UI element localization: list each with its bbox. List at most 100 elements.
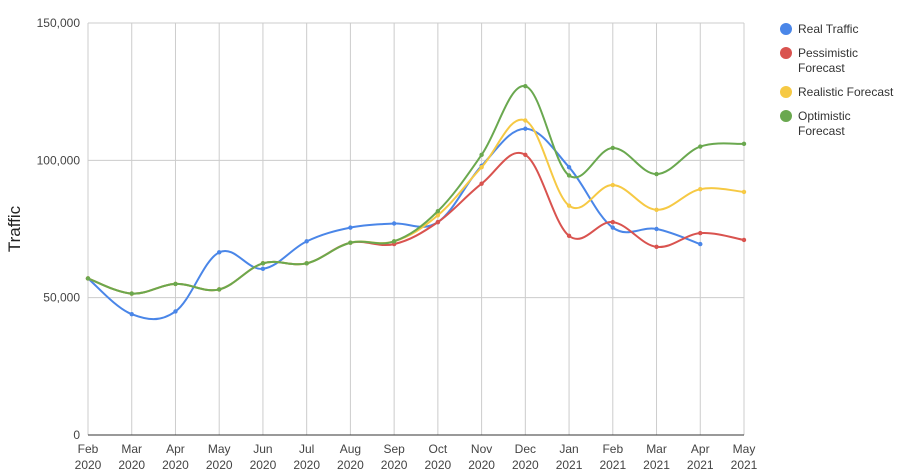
data-point bbox=[523, 126, 528, 131]
data-point bbox=[479, 165, 484, 170]
data-point bbox=[391, 221, 397, 226]
data-point bbox=[85, 276, 91, 281]
x-tick-month: Apr bbox=[166, 442, 185, 456]
x-tick-month: Apr bbox=[691, 442, 710, 456]
x-tick-year: 2020 bbox=[293, 458, 320, 472]
x-tick-month: Mar bbox=[121, 442, 142, 456]
legend-label: Real Traffic bbox=[798, 22, 858, 36]
x-tick-label: May 2021 bbox=[731, 442, 758, 472]
data-point bbox=[566, 165, 572, 170]
x-tick-label: Feb 2020 bbox=[75, 442, 102, 472]
series-pessimistic-forecast bbox=[85, 151, 747, 296]
data-point bbox=[129, 291, 134, 296]
x-tick-year: 2020 bbox=[250, 458, 277, 472]
legend: Real Traffic Pessimistic Forecast Realistic… bbox=[780, 22, 894, 138]
data-point bbox=[304, 261, 309, 266]
y-tick-label: 50,000 bbox=[43, 291, 80, 305]
data-point bbox=[260, 261, 266, 266]
data-point bbox=[654, 171, 659, 177]
series-line bbox=[87, 151, 745, 295]
x-tick-year: 2020 bbox=[512, 458, 539, 472]
legend-label-line: Real Traffic bbox=[798, 22, 858, 36]
x-tick-label: Oct 2020 bbox=[425, 442, 452, 472]
x-tick-label: Nov 2020 bbox=[468, 442, 495, 472]
x-tick-month: Jun bbox=[253, 442, 272, 456]
data-point bbox=[217, 250, 222, 255]
x-tick-label: Sep 2020 bbox=[381, 442, 408, 472]
y-tick-label: 150,000 bbox=[37, 16, 81, 30]
x-tick-year: 2020 bbox=[118, 458, 145, 472]
data-point bbox=[173, 281, 178, 287]
x-tick-month: Feb bbox=[78, 442, 99, 456]
series-lines bbox=[85, 83, 747, 321]
legend-label: Optimistic Forecast bbox=[798, 109, 851, 138]
data-point bbox=[654, 226, 659, 232]
x-tick-label: Apr 2021 bbox=[687, 442, 714, 472]
x-tick-year: 2020 bbox=[162, 458, 189, 472]
x-tick-month: Nov bbox=[471, 442, 492, 456]
x-tick-label: Feb 2021 bbox=[599, 442, 626, 472]
y-tick-label: 0 bbox=[73, 428, 80, 442]
series-optimistic-forecast bbox=[85, 83, 747, 296]
x-tick-month: Dec bbox=[515, 442, 536, 456]
x-tick-year: 2020 bbox=[337, 458, 364, 472]
data-point bbox=[479, 152, 484, 158]
x-tick-year: 2020 bbox=[425, 458, 452, 472]
x-tick-label: Mar 2020 bbox=[118, 442, 145, 472]
data-point bbox=[435, 208, 441, 214]
x-tick-label: Jun 2020 bbox=[250, 442, 277, 472]
legend-item: Realistic Forecast bbox=[780, 85, 894, 99]
legend-item: Optimistic Forecast bbox=[780, 109, 851, 138]
legend-label-line: Pessimistic bbox=[798, 46, 858, 60]
y-axis-title: Traffic bbox=[5, 205, 24, 252]
x-tick-month: Feb bbox=[602, 442, 623, 456]
axes: 0 50,000 100,000 150,000 Feb 2020 Mar 2020 Apr 20… bbox=[5, 16, 758, 472]
data-point bbox=[348, 225, 353, 230]
data-point bbox=[391, 239, 397, 244]
x-tick-label: Apr 2020 bbox=[162, 442, 189, 472]
x-tick-label: Aug 2020 bbox=[337, 442, 364, 472]
series-line bbox=[87, 85, 745, 295]
data-point bbox=[610, 219, 615, 225]
data-point bbox=[523, 152, 528, 158]
data-point bbox=[566, 233, 572, 239]
data-point bbox=[741, 237, 747, 243]
data-point bbox=[523, 83, 528, 89]
legend-swatch bbox=[780, 110, 792, 122]
y-tick-label: 100,000 bbox=[37, 153, 81, 167]
x-tick-year: 2020 bbox=[381, 458, 408, 472]
data-point bbox=[523, 118, 528, 123]
x-tick-year: 2021 bbox=[643, 458, 670, 472]
legend-label-line: Forecast bbox=[798, 124, 845, 138]
data-point bbox=[610, 182, 615, 188]
data-point bbox=[654, 244, 659, 250]
data-point bbox=[260, 266, 266, 272]
x-tick-month: Oct bbox=[429, 442, 448, 456]
x-tick-label: Mar 2021 bbox=[643, 442, 670, 472]
x-tick-month: Jul bbox=[299, 442, 314, 456]
data-point bbox=[698, 241, 703, 247]
data-point bbox=[698, 186, 703, 192]
data-point bbox=[610, 145, 615, 151]
x-tick-year: 2021 bbox=[687, 458, 714, 472]
legend-swatch bbox=[780, 47, 792, 59]
x-tick-year: 2021 bbox=[599, 458, 626, 472]
data-point bbox=[741, 141, 747, 147]
data-point bbox=[217, 287, 222, 292]
x-tick-year: 2021 bbox=[556, 458, 583, 472]
legend-label-line: Optimistic bbox=[798, 109, 851, 123]
data-point bbox=[479, 181, 484, 186]
x-tick-year: 2021 bbox=[731, 458, 758, 472]
x-tick-month: Aug bbox=[340, 442, 361, 456]
x-tick-month: Jan bbox=[559, 442, 578, 456]
data-point bbox=[566, 173, 572, 178]
x-tick-label: Dec 2020 bbox=[512, 442, 539, 472]
data-point bbox=[566, 203, 572, 208]
x-tick-label: May 2020 bbox=[206, 442, 233, 472]
legend-swatch bbox=[780, 86, 792, 98]
data-point bbox=[435, 219, 441, 225]
data-point bbox=[610, 225, 615, 230]
data-point bbox=[654, 207, 659, 212]
